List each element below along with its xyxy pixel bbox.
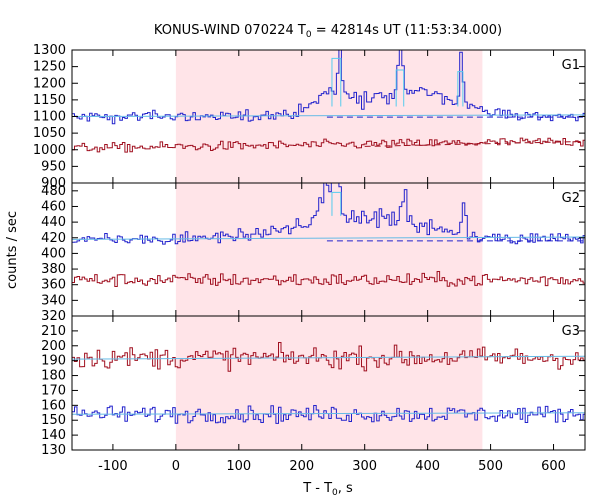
y-tick-label-g3-3: 160 — [41, 398, 66, 413]
fit-line-g1-2 — [364, 140, 586, 147]
y-tick-label-g1-3: 1050 — [33, 126, 66, 141]
cyan-spike-g2-0 — [331, 191, 342, 216]
x-tick-label-1: 0 — [172, 459, 180, 474]
y-tick-label-g2-2: 360 — [41, 278, 66, 293]
y-tick-label-g2-0: 320 — [41, 309, 66, 324]
fit-line-g1-0 — [71, 114, 586, 117]
y-tick-label-g3-8: 210 — [41, 324, 66, 339]
series-blue-g2 — [72, 182, 585, 245]
y-tick-label-g2-7: 460 — [41, 199, 66, 214]
x-tick-label-0: -100 — [98, 459, 128, 474]
fit-line-g3-1 — [71, 412, 586, 415]
series-blue-g1 — [72, 49, 585, 125]
cyan-spike-g1-0 — [331, 57, 342, 107]
y-tick-label-g3-7: 200 — [41, 339, 66, 354]
y-tick-label-g1-2: 1000 — [33, 143, 66, 158]
y-tick-label-g3-6: 190 — [41, 354, 66, 369]
cyan-spike-g1-2 — [457, 71, 464, 107]
series-red-g1 — [72, 137, 585, 153]
x-tick-label-6: 500 — [478, 459, 503, 474]
panel-frame-g3 — [71, 315, 586, 451]
y-axis-title: counts / sec — [5, 211, 20, 289]
y-tick-label-g2-6: 440 — [41, 215, 66, 230]
y-tick-label-g1-4: 1100 — [33, 110, 66, 125]
y-tick-label-g2-8: 480 — [41, 184, 66, 199]
panel-label-g1: G1 — [562, 58, 580, 73]
fit-line-g3-0 — [71, 355, 586, 360]
series-red-g3 — [72, 342, 585, 372]
y-tick-label-g3-0: 130 — [41, 443, 66, 458]
plot-area: 9009501000105011001150120012501300G13203… — [33, 43, 586, 474]
cyan-spike-g1-1 — [395, 69, 405, 107]
y-tick-label-g2-1: 340 — [41, 293, 66, 308]
chart-title: KONUS-WIND 070224 T0 = 42814s UT (11:53:… — [154, 23, 502, 40]
y-tick-label-g3-4: 170 — [41, 383, 66, 398]
x-tick-label-5: 400 — [415, 459, 440, 474]
y-tick-label-g1-6: 1200 — [33, 76, 66, 91]
highlight-interval — [175, 50, 483, 450]
y-tick-label-g2-3: 380 — [41, 262, 66, 277]
series-red-g2 — [72, 271, 585, 287]
y-tick-label-g3-5: 180 — [41, 369, 66, 384]
y-tick-label-g1-1: 950 — [41, 159, 66, 174]
x-axis-title: T - T0, s — [302, 481, 353, 498]
y-tick-label-g1-7: 1250 — [33, 60, 66, 75]
y-tick-label-g2-4: 400 — [41, 246, 66, 261]
y-tick-label-g1-5: 1150 — [33, 93, 66, 108]
x-tick-label-2: 100 — [226, 459, 251, 474]
y-tick-label-g3-1: 140 — [41, 428, 66, 443]
y-tick-label-g1-8: 1300 — [33, 43, 66, 58]
panel-label-g2: G2 — [562, 191, 580, 206]
fit-line-g2-0 — [71, 236, 586, 240]
y-tick-label-g2-5: 420 — [41, 231, 66, 246]
x-tick-label-4: 300 — [352, 459, 377, 474]
y-tick-label-g3-2: 150 — [41, 413, 66, 428]
x-tick-label-3: 200 — [289, 459, 314, 474]
y-tick-label-g1-0: 900 — [41, 176, 66, 191]
panel-label-g3: G3 — [562, 324, 580, 339]
x-tick-label-7: 600 — [541, 459, 566, 474]
